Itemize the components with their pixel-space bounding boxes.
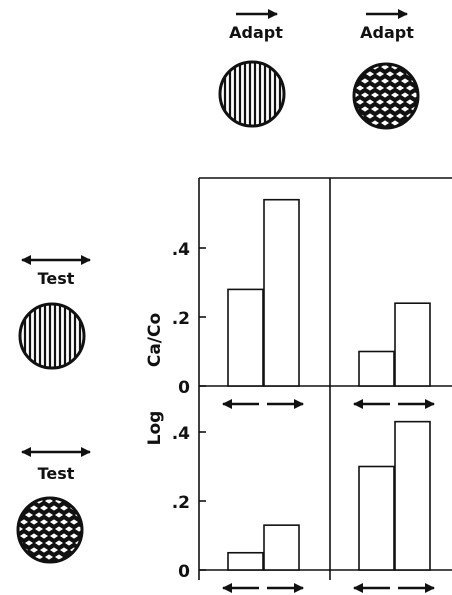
category-arrows	[222, 399, 435, 593]
y-tick-label: .2	[172, 493, 190, 513]
adapt-2-label: Adapt	[360, 23, 414, 42]
y-tick-label: .4	[172, 424, 190, 444]
test-1-label: Test	[38, 269, 75, 288]
y-tick-label: 0	[178, 562, 190, 582]
y-axis-title: Log Ca/Co	[145, 313, 165, 446]
bar-rightward	[263, 198, 300, 387]
y-axis-ticks: 0 .2 .4 0 .2 .4	[172, 240, 206, 582]
column-header-2: Adapt	[352, 9, 420, 130]
plaid-grating-icon	[16, 496, 84, 564]
bar-leftward	[358, 465, 395, 571]
bar-rightward	[263, 524, 300, 571]
bar-rightward	[394, 420, 431, 571]
vertical-grating-icon	[218, 60, 286, 128]
y-axis-title-ratio: Ca/Co	[145, 313, 165, 367]
bar-leftward	[358, 350, 395, 387]
row-header-1: Test	[18, 255, 91, 370]
bar-leftward	[227, 288, 264, 387]
plaid-grating-icon	[352, 62, 420, 130]
adapt-1-label: Adapt	[229, 23, 283, 42]
y-tick-label: .4	[172, 240, 190, 260]
bar-leftward	[227, 551, 264, 571]
y-tick-label: 0	[178, 378, 190, 398]
row-header-2: Test	[16, 447, 91, 564]
column-header-1: Adapt	[218, 9, 286, 128]
y-axis-title-log: Log	[145, 411, 165, 446]
bar-rightward	[394, 302, 431, 387]
vertical-grating-icon	[18, 302, 86, 370]
test-2-label: Test	[38, 464, 75, 483]
bars-layer	[227, 198, 431, 571]
y-tick-label: .2	[172, 309, 190, 329]
